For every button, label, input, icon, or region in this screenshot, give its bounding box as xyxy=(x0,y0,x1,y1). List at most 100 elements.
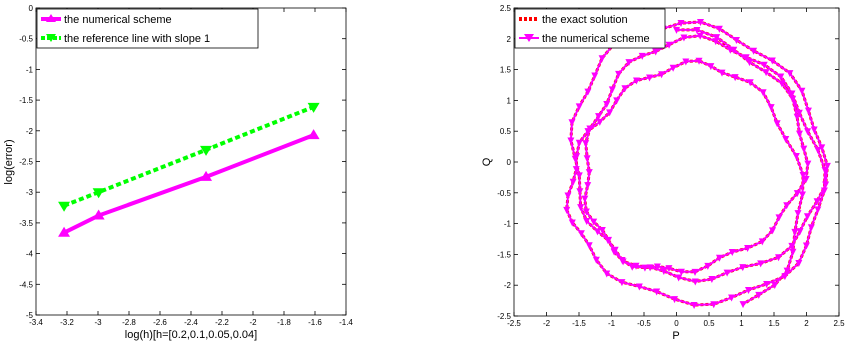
numerical-scheme-marker xyxy=(584,182,592,190)
numerical-scheme-marker xyxy=(591,72,599,80)
left-series-marker-2 xyxy=(92,188,105,199)
numerical-scheme-marker xyxy=(576,188,584,196)
numerical-scheme-marker xyxy=(615,70,623,78)
numerical-scheme-marker xyxy=(567,137,575,145)
left-y-axis-label: log(error) xyxy=(3,139,15,184)
numerical-scheme-marker xyxy=(802,176,810,184)
numerical-scheme-marker xyxy=(746,79,754,87)
numerical-scheme-marker xyxy=(646,264,654,272)
numerical-scheme-marker xyxy=(568,219,576,227)
right-x-tick-label: 1.5 xyxy=(768,319,780,328)
left-series-marker-2 xyxy=(200,145,213,156)
numerical-scheme-marker xyxy=(728,294,736,302)
left-legend-marker-2 xyxy=(46,34,56,42)
right-y-tick-label: 2 xyxy=(507,35,512,44)
right-x-tick-label: -2 xyxy=(543,319,551,328)
numerical-scheme-marker xyxy=(669,64,677,72)
left-x-tick-label: -1.8 xyxy=(277,318,291,327)
numerical-scheme-marker xyxy=(710,301,718,309)
right-x-tick-label: -2.5 xyxy=(507,319,521,328)
right-y-tick-label: -2.5 xyxy=(497,312,511,321)
right-legend-label-1: the exact solution xyxy=(542,14,628,26)
numerical-scheme-marker xyxy=(575,139,583,147)
numerical-scheme-marker xyxy=(746,59,754,67)
left-series-marker-1 xyxy=(200,170,213,181)
left-y-tick-label: -1 xyxy=(26,65,34,74)
numerical-scheme-marker xyxy=(759,89,767,97)
left-legend-entry-1: the numerical scheme xyxy=(41,14,172,26)
numerical-scheme-marker xyxy=(653,263,661,271)
numerical-scheme-marker xyxy=(575,103,583,111)
numerical-scheme-marker xyxy=(813,198,821,206)
right-y-tick-label: 0 xyxy=(507,158,512,167)
numerical-scheme-marker xyxy=(583,155,591,163)
right-x-tick-label: 0 xyxy=(674,319,679,328)
numerical-scheme-marker xyxy=(771,282,779,290)
numerical-scheme-marker xyxy=(807,224,815,232)
numerical-scheme-marker xyxy=(762,69,770,77)
numerical-scheme-marker xyxy=(739,301,747,309)
left-y-tick-label: -0.5 xyxy=(19,35,33,44)
numerical-scheme-marker xyxy=(822,181,830,189)
numerical-scheme-marker xyxy=(696,32,704,40)
right-y-tick-label: -0.5 xyxy=(497,189,511,198)
numerical-scheme-marker xyxy=(732,37,740,45)
right-x-tick-label: -0.5 xyxy=(637,319,651,328)
numerical-scheme-marker xyxy=(696,18,704,26)
numerical-scheme-marker xyxy=(621,85,629,93)
numerical-scheme-marker xyxy=(788,90,796,98)
numerical-scheme-marker xyxy=(791,228,799,236)
numerical-scheme-marker xyxy=(802,242,810,250)
numerical-scheme-marker xyxy=(568,119,576,127)
numerical-scheme-marker xyxy=(742,54,750,62)
numerical-scheme-marker xyxy=(823,162,831,170)
right-x-ticks: -2.5 -2 -1.5 -1 -0.5 0 0.5 1 1.5 2 2.5 xyxy=(507,8,845,328)
right-legend-entry-2: the numerical scheme xyxy=(519,33,650,45)
numerical-scheme-marker xyxy=(704,262,712,270)
numerical-scheme-marker xyxy=(820,187,828,195)
numerical-scheme-marker xyxy=(804,160,812,168)
numerical-scheme-marker xyxy=(781,273,789,281)
left-x-tick-label: -2 xyxy=(249,318,257,327)
numerical-scheme-marker xyxy=(653,288,661,296)
left-x-tick-label: -3.4 xyxy=(29,318,43,327)
right-y-tick-label: -2 xyxy=(504,281,512,290)
right-x-tick-label: 2 xyxy=(804,319,809,328)
numerical-scheme-marker xyxy=(577,204,585,212)
left-legend-entry-2: the reference line with slope 1 xyxy=(41,33,210,45)
numerical-scheme-marker xyxy=(582,140,590,148)
numerical-scheme-marker xyxy=(793,190,801,198)
numerical-scheme-marker xyxy=(577,230,585,238)
left-plot-area xyxy=(35,7,347,316)
numerical-scheme-marker xyxy=(618,279,626,287)
numerical-scheme-marker xyxy=(788,242,796,250)
left-y-tick-label: -5 xyxy=(26,311,34,320)
left-x-tick-label: -1.4 xyxy=(339,318,353,327)
numerical-scheme-marker xyxy=(625,59,633,67)
left-series xyxy=(58,102,320,237)
numerical-scheme-marker xyxy=(758,238,766,246)
left-series-marker-1 xyxy=(92,209,105,220)
numerical-scheme-marker xyxy=(794,210,802,218)
numerical-scheme-marker xyxy=(677,20,685,28)
right-y-tick-label: 1.5 xyxy=(500,66,512,75)
right-y-tick-label: -1 xyxy=(504,220,512,229)
numerical-scheme-marker xyxy=(795,109,803,117)
numerical-scheme-marker xyxy=(814,146,822,154)
numerical-scheme-marker xyxy=(691,268,699,276)
numerical-scheme-marker xyxy=(763,280,771,288)
right-x-axis-label: P xyxy=(672,330,679,342)
numerical-scheme-marker xyxy=(605,236,613,244)
left-legend-label-2: the reference line with slope 1 xyxy=(64,33,210,45)
numerical-scheme-marker xyxy=(658,71,666,79)
left-legend-marker-1 xyxy=(46,14,56,22)
numerical-scheme-marker xyxy=(606,109,614,117)
numerical-scheme-marker xyxy=(581,195,589,203)
left-x-tick-label: -2.4 xyxy=(184,318,198,327)
numerical-scheme-marker xyxy=(665,265,673,273)
numerical-scheme-marker xyxy=(641,264,649,272)
numerical-scheme-marker xyxy=(778,80,786,88)
numerical-scheme-marker xyxy=(691,278,699,286)
numerical-scheme-marker xyxy=(804,128,812,136)
